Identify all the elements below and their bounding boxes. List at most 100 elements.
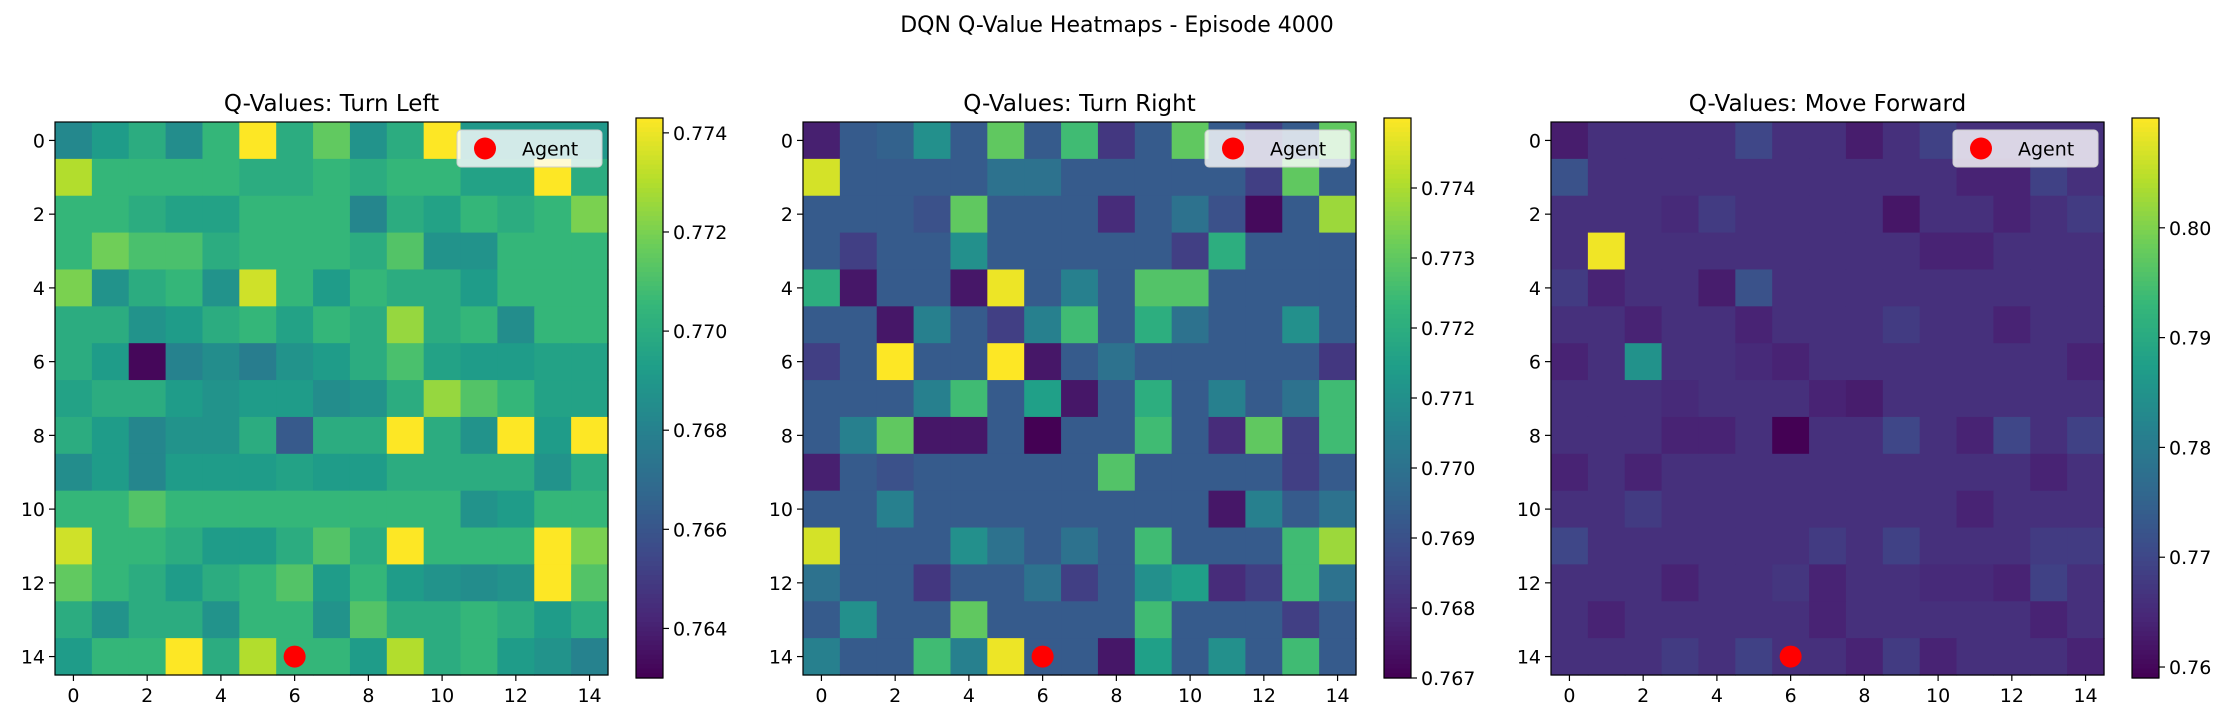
colorbar-segment — [1384, 323, 1411, 329]
colorbar-segment — [1384, 300, 1411, 306]
heatmap-cell — [165, 195, 204, 234]
colorbar-segment — [1384, 160, 1411, 166]
heatmap-cell — [91, 601, 130, 639]
heatmap-cell — [128, 490, 167, 529]
heatmap-cell — [1661, 158, 1700, 197]
heatmap-cell — [1097, 638, 1136, 676]
heatmap-cell — [55, 122, 93, 160]
colorbar-segment — [1384, 342, 1411, 348]
heatmap-cell — [1698, 269, 1736, 307]
colorbar-segment — [2132, 272, 2159, 278]
colorbar-segment — [636, 561, 663, 567]
colorbar-segment — [2132, 342, 2159, 348]
heatmap-cell — [1171, 527, 1210, 565]
heatmap-cell — [571, 195, 609, 234]
heatmap-cell — [1809, 416, 1847, 455]
heatmap-cell — [1319, 343, 1357, 381]
heatmap-cell — [423, 416, 462, 455]
heatmap-cell — [1061, 564, 1099, 602]
colorbar-segment — [636, 519, 663, 525]
colorbar-segment — [2132, 426, 2159, 432]
colorbar-segment — [2132, 248, 2159, 254]
colorbar-segment — [2132, 612, 2159, 618]
heatmap-cell — [2067, 453, 2105, 492]
heatmap-cell — [497, 195, 535, 234]
heatmap-cell — [1661, 232, 1700, 271]
heatmap-cell — [1061, 232, 1099, 271]
heatmap-cell — [950, 380, 988, 418]
colorbar-segment — [2132, 505, 2159, 511]
colorbar-segment — [2132, 533, 2159, 539]
heatmap-cell — [1661, 380, 1700, 418]
heatmap-cell — [313, 232, 351, 271]
heatmap-cell — [1919, 564, 1958, 602]
colorbar-segment — [1384, 668, 1411, 674]
heatmap-cell — [460, 564, 498, 602]
heatmap-cell — [803, 380, 841, 418]
colorbar-segment — [636, 216, 663, 222]
heatmap-cell — [839, 195, 878, 234]
heatmap-cell — [839, 416, 878, 455]
heatmap-cell — [1698, 453, 1736, 492]
colorbar-segment — [1384, 603, 1411, 609]
heatmap-cell — [876, 638, 915, 676]
heatmap-cell — [1698, 638, 1736, 676]
heatmap-cell — [239, 122, 277, 160]
heatmap-cell — [423, 527, 462, 565]
heatmap-cell — [386, 453, 425, 492]
colorbar-segment — [1384, 426, 1411, 432]
heatmap-cell — [1661, 195, 1700, 234]
heatmap-cell — [1208, 269, 1246, 307]
heatmap-cell — [1919, 158, 1958, 197]
colorbar-segment — [1384, 612, 1411, 618]
colorbar-segment — [636, 645, 663, 651]
colorbar-segment — [636, 608, 663, 614]
heatmap-cell — [349, 380, 388, 418]
heatmap-cell — [1809, 343, 1847, 381]
colorbar-segment — [2132, 673, 2159, 679]
heatmap-cell — [1993, 306, 2031, 344]
heatmap-cell — [313, 601, 351, 639]
heatmap-cell — [534, 380, 572, 418]
colorbar: 0.764 0.766 0.768 0.770 0.772 0.774 — [635, 117, 727, 679]
heatmap-cell — [165, 638, 204, 676]
heatmap-cell — [1319, 195, 1357, 234]
heatmap-cell — [803, 527, 841, 565]
colorbar-segment — [636, 262, 663, 268]
colorbar-segment — [636, 477, 663, 483]
colorbar-segment — [1384, 314, 1411, 320]
heatmap-cell — [1208, 564, 1246, 602]
heatmap-cell — [386, 269, 425, 307]
heatmap-cell — [1661, 564, 1700, 602]
colorbar-segment — [1384, 608, 1411, 614]
colorbar-segment — [1384, 407, 1411, 413]
colorbar-segment — [1384, 248, 1411, 254]
heatmap-cell — [1171, 601, 1210, 639]
heatmap-cell — [571, 269, 609, 307]
heatmap-cell — [497, 269, 535, 307]
colorbar-segment — [2132, 225, 2159, 231]
heatmap-cell — [55, 343, 93, 381]
heatmap-cell — [1319, 490, 1357, 529]
colorbar-segment — [1384, 636, 1411, 642]
heatmap-cell — [1661, 638, 1700, 676]
heatmap-cell — [876, 269, 915, 307]
colorbar-tick-label: 0.79 — [2169, 328, 2211, 350]
y-tick-label: 10 — [769, 499, 793, 521]
heatmap-cell — [839, 453, 878, 492]
colorbar-segment — [2132, 398, 2159, 404]
heatmap-cell — [1809, 269, 1847, 307]
heatmap-cell — [534, 195, 572, 234]
heatmap-cell — [913, 232, 952, 271]
heatmap-cell — [1171, 490, 1210, 529]
heatmap-cell — [1993, 343, 2031, 381]
colorbar-segment — [636, 659, 663, 665]
colorbar-segment — [636, 556, 663, 562]
x-tick-label: 12 — [504, 685, 528, 707]
heatmap-cell — [1097, 158, 1136, 197]
heatmap-cell — [1772, 416, 1810, 455]
x-tick-label: 14 — [2073, 685, 2097, 707]
heatmap-cell — [913, 343, 952, 381]
heatmap-cell — [349, 306, 388, 344]
heatmap-cell — [1171, 416, 1210, 455]
